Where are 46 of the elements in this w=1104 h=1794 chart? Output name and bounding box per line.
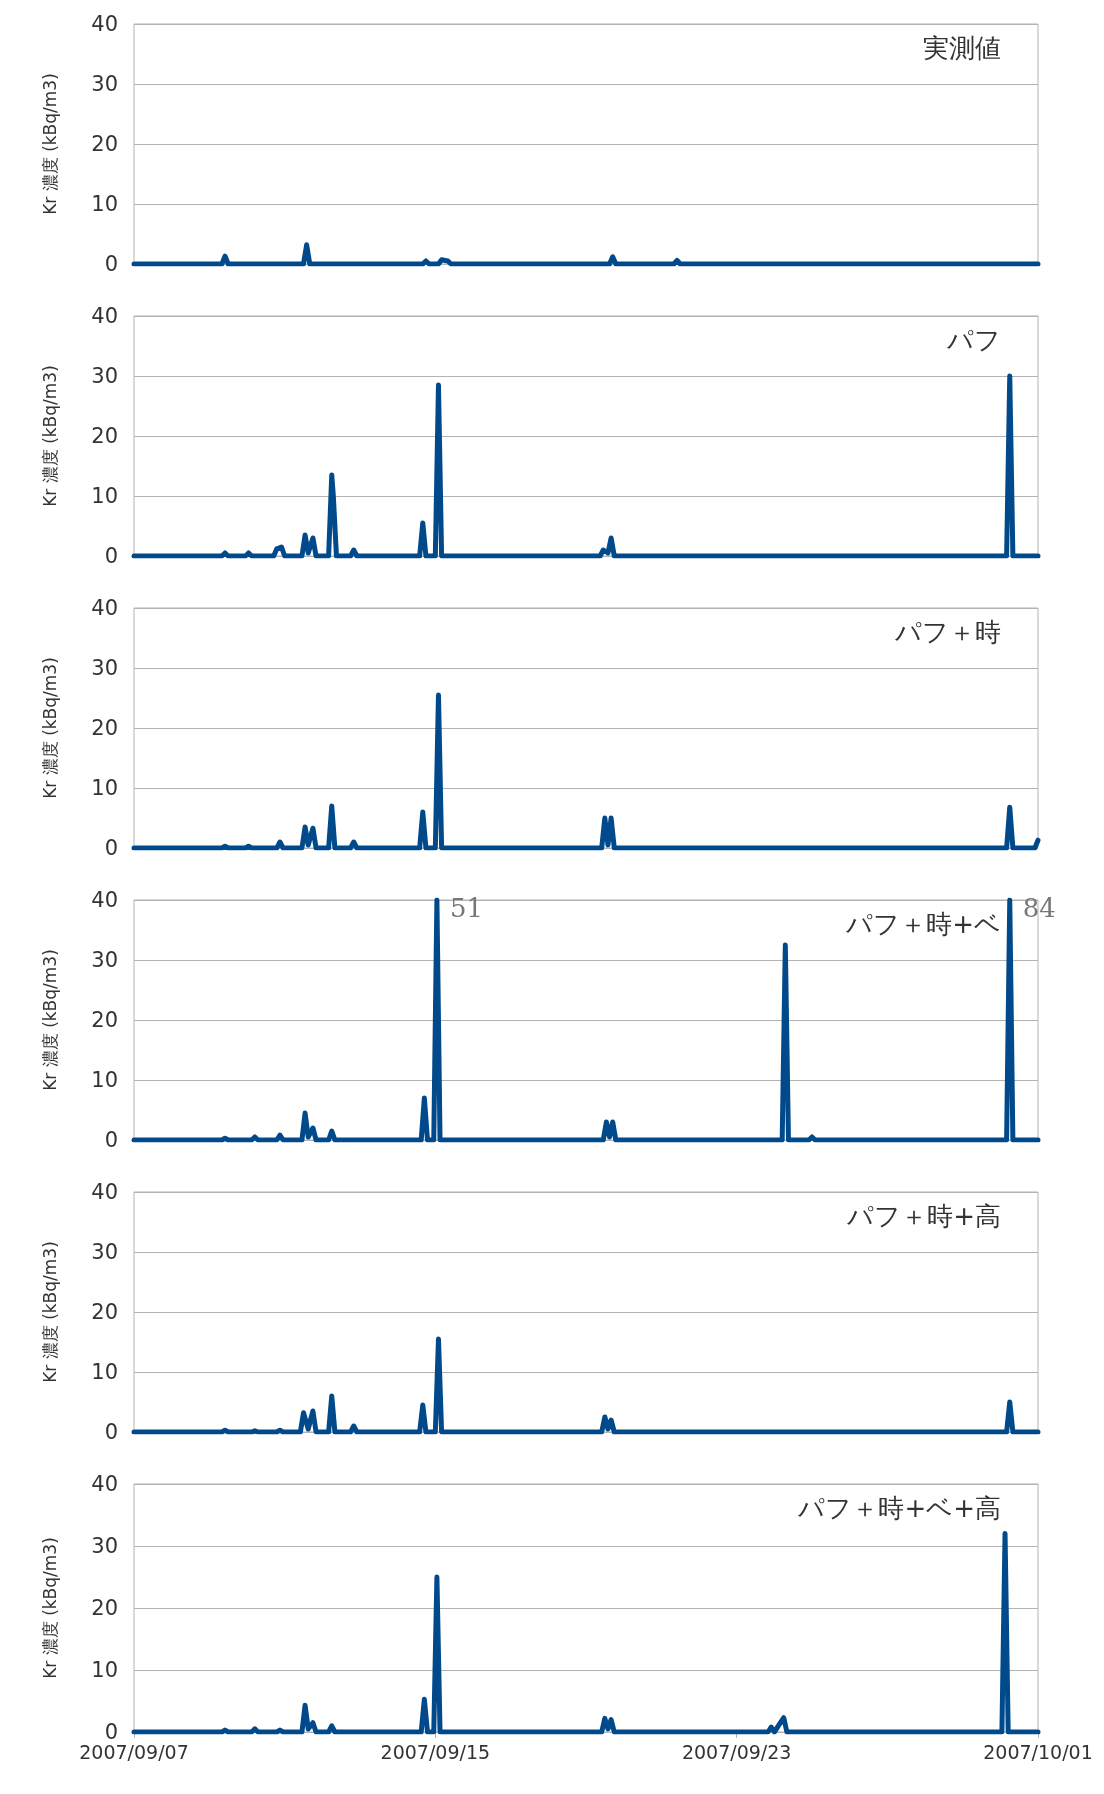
y-tick-label: 30 [91,1240,118,1264]
y-tick-label: 0 [104,544,118,568]
x-tick-label: 2007/09/15 [380,1740,491,1763]
chart-title: パフ＋時+ベ [845,909,1002,939]
y-tick-label: 30 [91,656,118,680]
y-tick-label: 30 [91,948,118,972]
y-tick-label: 40 [91,596,118,620]
y-tick-label: 0 [104,1128,118,1152]
x-tick-label: 2007/09/23 [681,1740,792,1763]
y-tick-label: 40 [91,304,118,328]
y-tick-label: 10 [91,192,118,216]
y-axis-title: Kr 濃度 (kBq/m3) [39,1537,60,1679]
annotation: 84 [1022,893,1056,923]
chart-title: パフ＋時 [894,617,1001,647]
x-tick-label: 2007/10/01 [983,1740,1093,1763]
y-tick-label: 0 [104,1420,118,1444]
y-axis-title: Kr 濃度 (kBq/m3) [39,365,60,507]
y-tick-label: 10 [91,1658,118,1682]
y-tick-label: 10 [91,484,118,508]
y-tick-label: 40 [91,1180,118,1204]
y-tick-label: 40 [91,1472,118,1496]
y-tick-label: 20 [91,1596,118,1620]
y-axis-title: Kr 濃度 (kBq/m3) [39,73,60,215]
y-axis-title: Kr 濃度 (kBq/m3) [39,657,60,799]
chart-title: 実測値 [923,33,1001,63]
y-axis-title: Kr 濃度 (kBq/m3) [39,1241,60,1383]
y-tick-label: 30 [91,364,118,388]
chart-title: パフ＋時+高 [846,1201,1002,1231]
chart-title: パフ [946,325,1001,355]
y-tick-label: 10 [91,1360,118,1384]
y-tick-label: 30 [91,1534,118,1558]
y-tick-label: 10 [91,1068,118,1092]
y-tick-label: 20 [91,1300,118,1324]
y-tick-label: 40 [91,888,118,912]
y-tick-label: 10 [91,776,118,800]
y-axis-title: Kr 濃度 (kBq/m3) [39,949,60,1091]
annotation: 51 [449,893,483,923]
y-tick-label: 20 [91,424,118,448]
y-tick-label: 0 [104,836,118,860]
y-tick-label: 20 [91,1008,118,1032]
y-tick-label: 30 [91,72,118,96]
y-tick-label: 40 [91,12,118,36]
y-tick-label: 20 [91,716,118,740]
y-tick-label: 0 [104,252,118,276]
y-tick-label: 20 [91,132,118,156]
chart-title: パフ＋時+ベ+高 [797,1493,1002,1523]
